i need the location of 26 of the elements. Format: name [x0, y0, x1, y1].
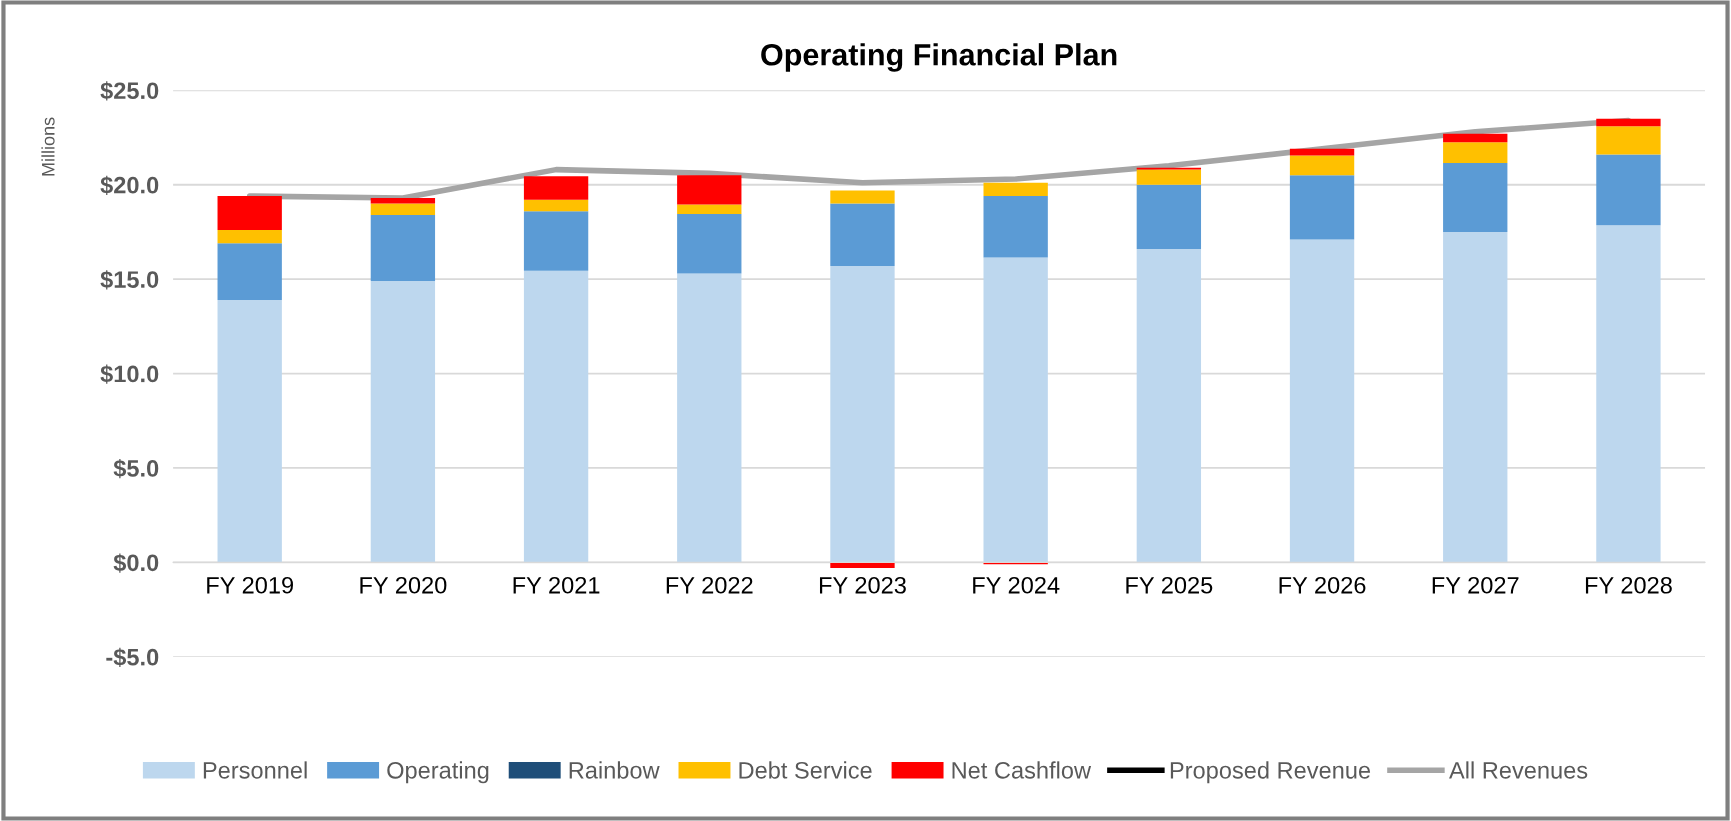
- x-tick-label: FY 2024: [973, 576, 1060, 594]
- x-tick-label: FY 2027: [1432, 576, 1519, 594]
- x-tick-label: FY 2028: [1585, 576, 1672, 594]
- y-tick-label: $20.0: [100, 175, 159, 196]
- chart-title: Operating Financial Plan: [761, 43, 1117, 72]
- x-tick-label: FY 2019: [207, 576, 293, 594]
- x-tick-label: FY 2026: [1279, 576, 1366, 594]
- legend-label: Operating: [387, 761, 489, 784]
- legend-label: Personnel: [203, 761, 307, 779]
- legend-label: Debt Service: [739, 761, 872, 779]
- y-tick-label: $10.0: [100, 364, 159, 384]
- y-tick-label: $25.0: [100, 81, 159, 101]
- y-tick-label: $0.0: [113, 553, 159, 573]
- legend-label: Net Cashflow: [952, 761, 1092, 779]
- legend-label: All Revenues: [1449, 761, 1588, 779]
- x-tick-label: FY 2021: [513, 576, 600, 594]
- x-tick-label: FY 2023: [819, 576, 906, 594]
- y-tick-label: $15.0: [100, 270, 159, 290]
- x-tick-label: FY 2025: [1126, 576, 1213, 594]
- y-axis-title: Millions: [41, 117, 55, 176]
- x-tick-label: FY 2022: [666, 576, 753, 594]
- legend-label: Rainbow: [569, 761, 660, 779]
- y-tick-label: -$5.0: [106, 647, 159, 668]
- y-tick-label: $5.0: [113, 459, 159, 479]
- x-tick-label: FY 2020: [360, 576, 447, 594]
- legend-label: Proposed Revenue: [1170, 761, 1371, 784]
